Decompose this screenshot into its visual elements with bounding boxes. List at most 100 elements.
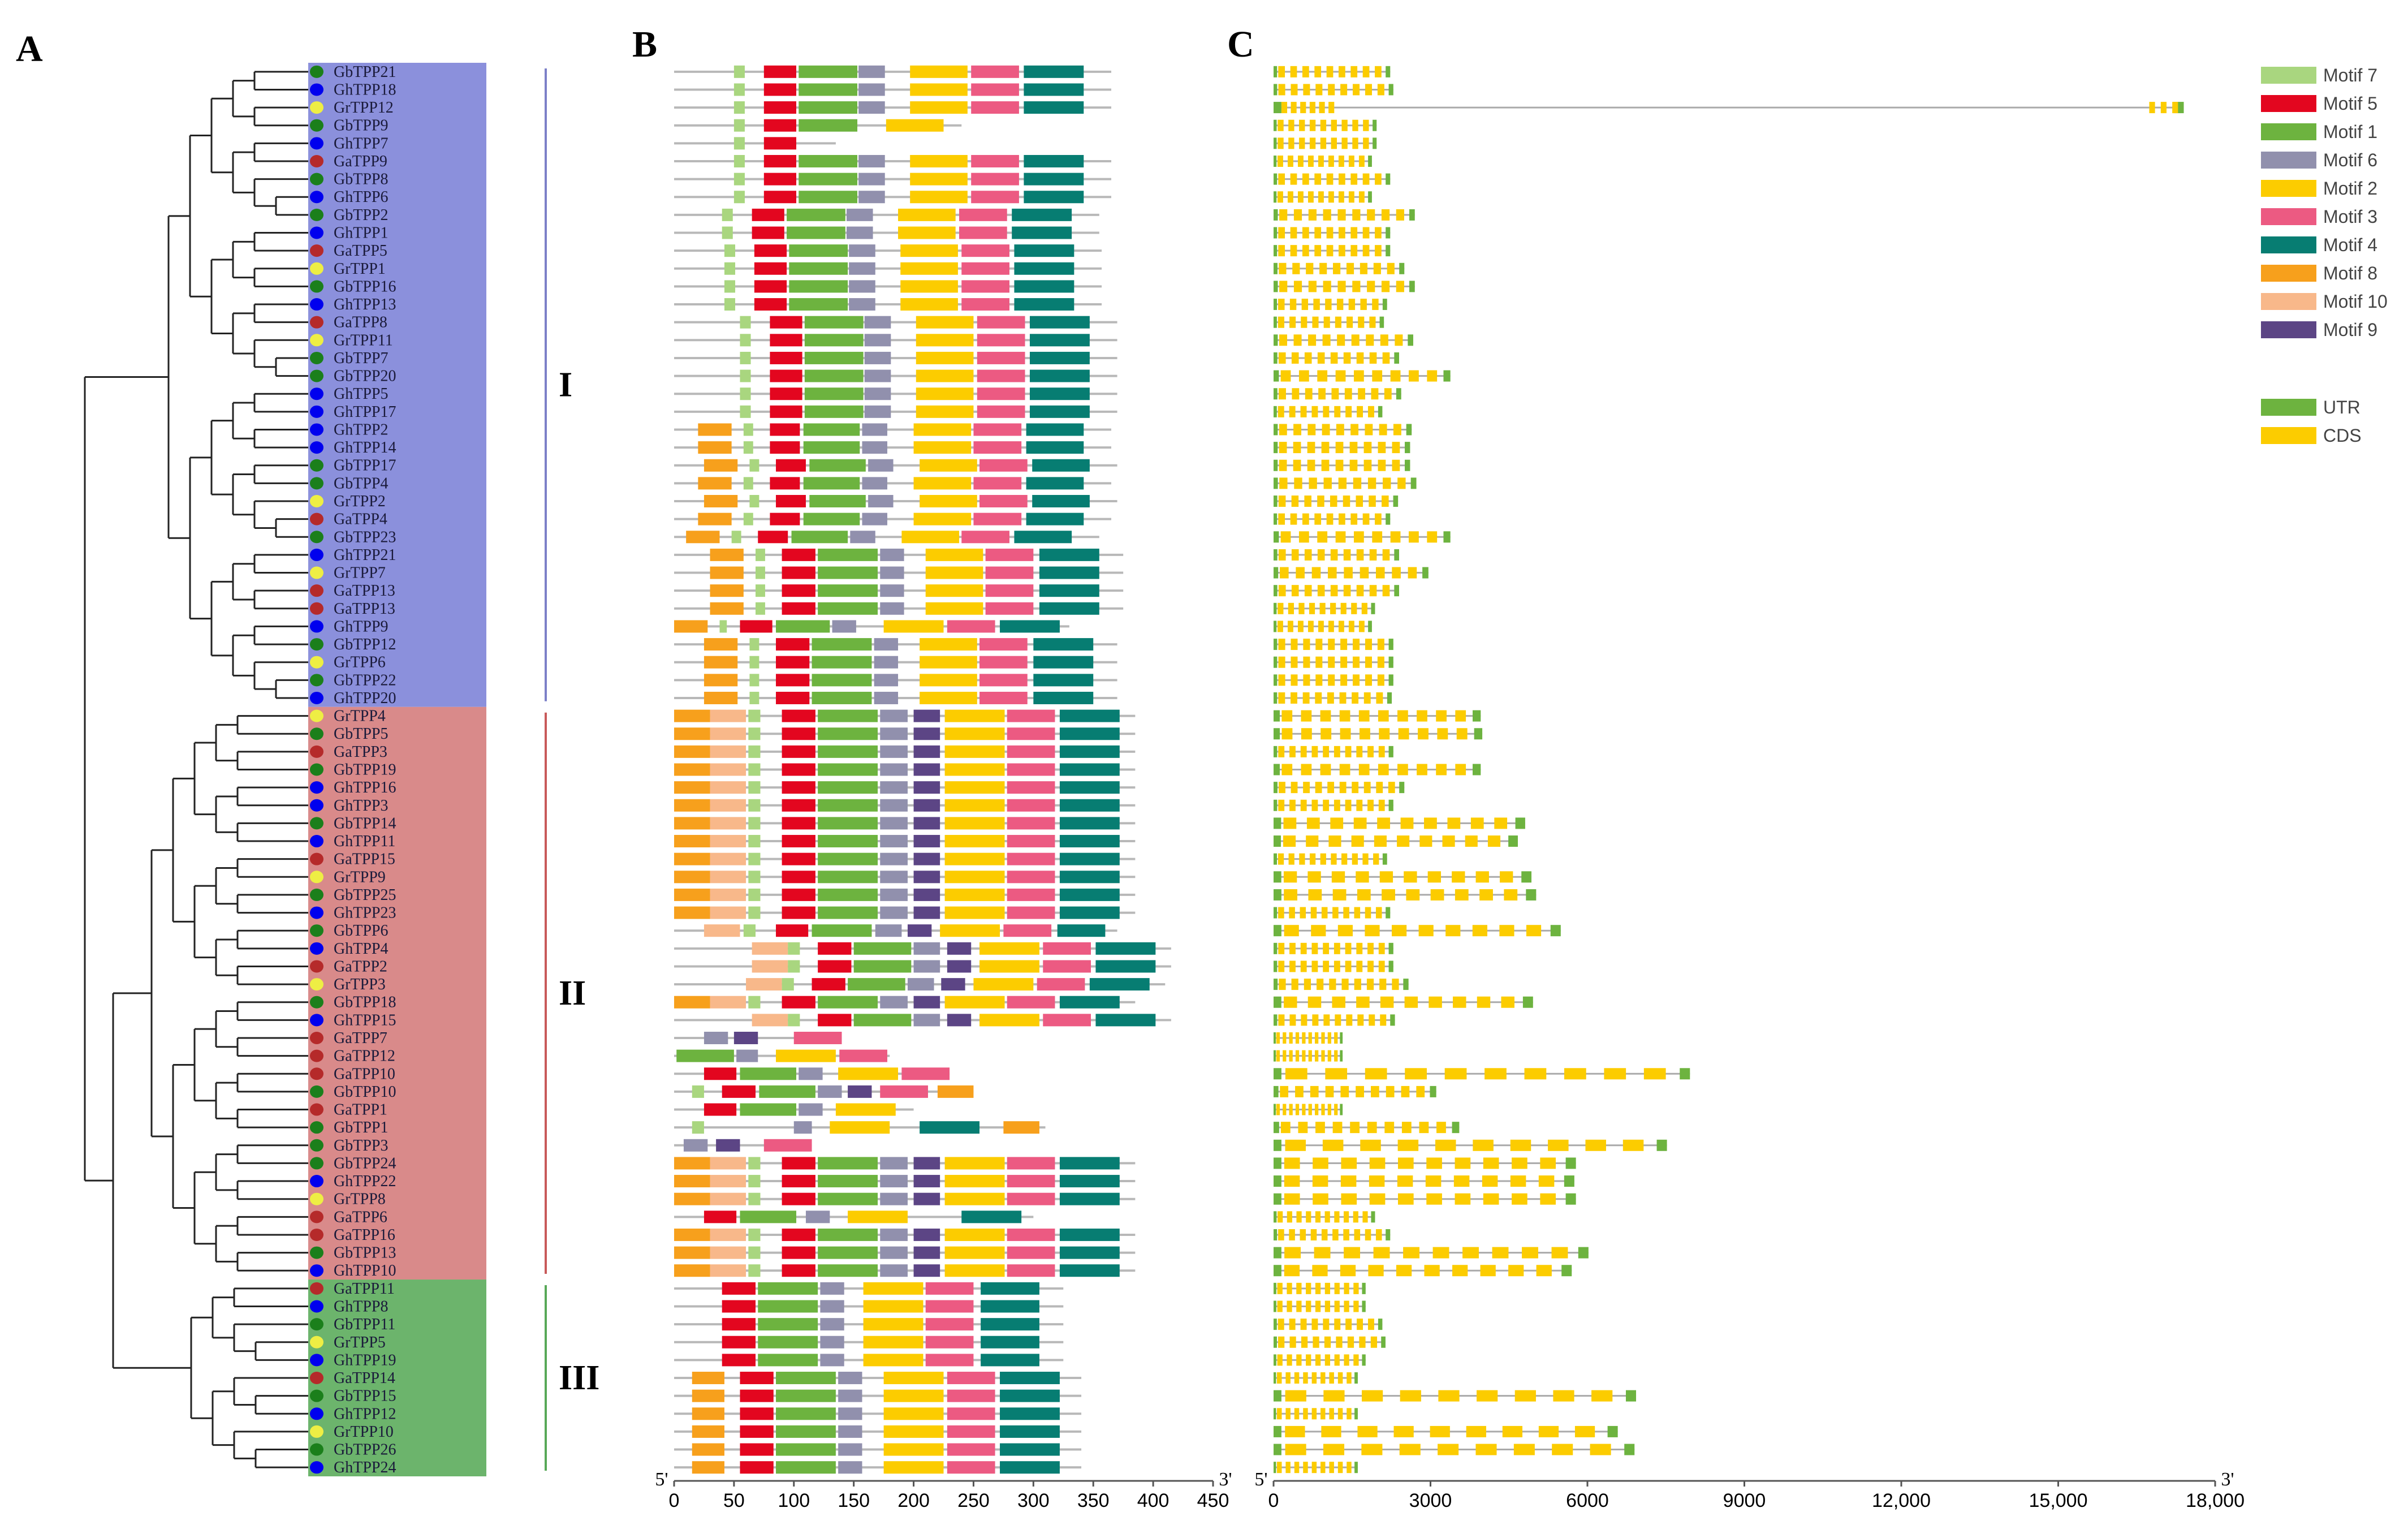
utr-block [1274,1122,1279,1134]
motif-6 [864,316,891,329]
species-dot [310,316,323,329]
motif-3 [977,405,1025,418]
cds-block [1369,316,1376,328]
gene-name: GaTPP15 [334,851,395,868]
motif-4 [981,1282,1039,1295]
cds-block [1353,84,1360,96]
motif-2 [944,835,1005,848]
cds-block [1277,1282,1283,1294]
cds-block [1278,1336,1285,1348]
cds-block [1301,299,1309,311]
gene-name: GbTPP10 [334,1083,396,1101]
utr-block [1522,996,1533,1008]
cds-block [1372,370,1383,382]
cds-block [1317,585,1325,597]
utr-block [1274,406,1277,417]
motif-6 [820,1282,844,1295]
motif-1 [804,387,864,400]
motif-7 [748,727,761,740]
species-dot [310,745,323,758]
cds-block [1397,764,1408,776]
cds-block [1337,281,1346,292]
cds-block [1277,1462,1282,1474]
gene-name: GbTPP11 [334,1316,395,1333]
motif-9 [913,817,940,830]
species-dot [310,244,323,257]
gene-name: GaTPP9 [334,153,387,170]
motif-5 [722,1085,756,1098]
motif-4 [981,1318,1039,1331]
cds-block [1321,1104,1325,1115]
utr-block [1362,1282,1366,1294]
motif-7 [748,781,761,794]
motif-1 [799,119,858,132]
cds-block [1278,155,1283,167]
motif-6 [913,1014,940,1027]
cds-block [1368,1265,1384,1277]
motif-4 [981,1336,1039,1349]
motif-3 [973,441,1022,454]
gene-name: GhTPP8 [334,1298,388,1315]
motif-8 [692,1425,724,1438]
cds-block [1278,191,1283,203]
motif-6 [880,602,904,615]
cds-block [1424,1265,1440,1277]
motif-3 [1007,906,1055,919]
cds-block [1306,262,1314,274]
motif-6 [862,512,887,525]
utr-block [1362,1354,1366,1366]
species-dot [310,924,323,937]
motif-5 [782,835,815,848]
cds-block [1353,1282,1359,1294]
cds-block [1302,513,1309,525]
motif-4 [1024,191,1084,204]
utr-block [1274,1157,1281,1169]
cds-block [1278,137,1284,149]
motif-6 [880,817,908,830]
cds-block [1369,1157,1386,1169]
cds-block [1353,1354,1359,1366]
motif-6 [874,638,899,651]
cds-block [1299,119,1305,131]
cds-block [1418,925,1434,937]
cds-block [1353,1300,1359,1312]
motif-6 [799,1103,823,1116]
motif-1 [812,691,872,704]
motif-5 [782,906,815,919]
motif-7 [722,208,733,221]
motif-3 [985,584,1034,597]
cds-block [1285,1425,1305,1437]
gene-name: GbTPP16 [334,278,396,295]
species-dot [310,1192,323,1205]
utr-block [1474,728,1483,740]
utr-block [1526,889,1537,901]
cds-block [1311,942,1318,954]
group-label-I: I [559,365,572,404]
motif-4 [1059,781,1120,794]
cds-block [1287,1282,1292,1294]
cds-block [1279,334,1288,346]
motif-4 [1059,852,1120,865]
motif-8 [692,1461,724,1474]
motif-5 [818,1014,852,1027]
cds-block [1375,227,1382,239]
utr-block [1388,799,1393,811]
cds-block [1283,1104,1287,1115]
motif-2 [910,101,968,114]
cds-block [1472,925,1487,937]
cds-block [1367,477,1376,489]
utr-block [1508,835,1518,847]
legend-label: CDS [2323,425,2362,446]
motif-4 [1000,1443,1060,1456]
cds-block [1375,567,1385,579]
cds-block [1278,639,1285,651]
cds-block [1289,746,1296,757]
motif-4 [1014,244,1074,257]
species-dot [310,709,323,722]
cds-block [1313,1157,1328,1169]
utr-block [1274,137,1277,149]
cds-block [1334,1282,1340,1294]
cds-block [1315,84,1323,96]
motif-2 [944,871,1005,884]
gene-name: GbTPP7 [334,350,388,367]
